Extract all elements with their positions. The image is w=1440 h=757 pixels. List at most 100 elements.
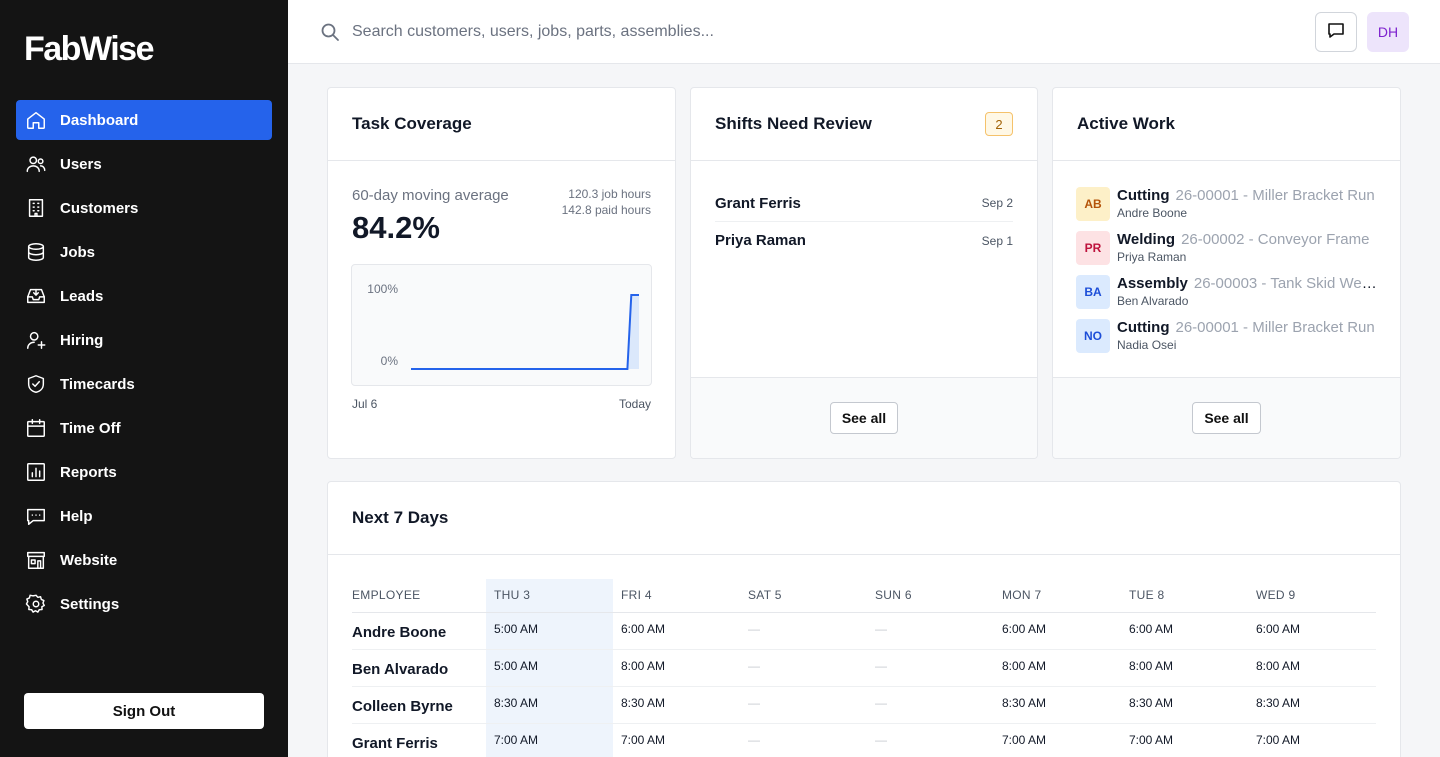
table-header-row: EMPLOYEE THU 3 FRI 4 SAT 5 SUN 6 MON 7 T… <box>352 579 1376 613</box>
shift-time-cell: — <box>867 686 994 724</box>
coverage-label: 60-day moving average <box>352 187 509 204</box>
sidebar-item-label: Dashboard <box>60 111 139 129</box>
coverage-hours: 120.3 job hours 142.8 paid hours <box>562 186 651 218</box>
card-header: Next 7 Days <box>328 482 1400 555</box>
work-job: 26-00002 - Conveyor Frame <box>1181 231 1370 248</box>
chat-icon <box>24 504 48 528</box>
employee-name: Ben Alvarado <box>352 649 486 687</box>
sidebar-item-help[interactable]: Help <box>16 496 272 536</box>
sidebar-item-dashboard[interactable]: Dashboard <box>16 100 272 140</box>
sidebar-item-settings[interactable]: Settings <box>16 584 272 624</box>
worker-avatar: AB <box>1076 187 1110 221</box>
shift-time-cell: — <box>740 649 867 687</box>
table-row[interactable]: Ben Alvarado 5:00 AM 8:00 AM — —8:00 AM 8:00 … <box>352 649 1376 687</box>
work-task: Welding <box>1117 231 1176 248</box>
sidebar-item-label: Jobs <box>60 243 96 261</box>
shift-time-cell: — <box>867 649 994 687</box>
sidebar-item-website[interactable]: Website <box>16 540 272 580</box>
card-title: Task Coverage <box>352 114 472 133</box>
sign-out-button[interactable]: Sign Out <box>24 693 264 729</box>
work-item[interactable]: NO Cutting 26-00001 - Miller Bracket Run … <box>1076 319 1376 355</box>
shift-time-cell: 7:00 AM <box>486 723 613 757</box>
shift-time-cell: 5:00 AM <box>486 612 613 650</box>
work-item[interactable]: AB Cutting 26-00001 - Miller Bracket Run … <box>1076 187 1376 223</box>
sidebar-item-reports[interactable]: Reports <box>16 452 272 492</box>
shift-time-cell: 8:30 AM <box>1248 686 1376 724</box>
worker-avatar: BA <box>1076 275 1110 309</box>
card-header: Active Work <box>1053 88 1400 161</box>
card-title: Next 7 Days <box>352 508 449 527</box>
shift-row[interactable]: Grant Ferris Sep 2 <box>715 185 1013 222</box>
sidebar-item-customers[interactable]: Customers <box>16 188 272 228</box>
table-row[interactable]: Colleen Byrne 8:30 AM 8:30 AM — —8:30 AM 8:30… <box>352 686 1376 724</box>
sidebar-item-users[interactable]: Users <box>16 144 272 184</box>
message-icon <box>1326 20 1346 45</box>
paid-hours: 142.8 paid hours <box>561 203 651 217</box>
y-tick-label: 100% <box>367 282 398 296</box>
shift-employee: Priya Raman <box>715 232 806 249</box>
search-input[interactable] <box>352 18 1052 46</box>
work-task: Cutting <box>1117 319 1170 336</box>
shift-time-cell: 8:00 AM <box>1121 649 1248 687</box>
column-header: TUE 8 <box>1121 579 1248 613</box>
user-avatar[interactable]: DH <box>1367 12 1409 52</box>
schedule-table: EMPLOYEE THU 3 FRI 4 SAT 5 SUN 6 MON 7 T… <box>352 579 1376 757</box>
count-badge: 2 <box>985 112 1013 136</box>
work-job: 26-00003 - Tank Skid Weldment <box>1193 275 1377 292</box>
shift-time-cell: 8:00 AM <box>613 649 740 687</box>
shift-row[interactable]: Priya Raman Sep 1 <box>715 222 1013 259</box>
calendar-icon <box>24 416 48 440</box>
work-line: Cutting 26-00001 - Miller Bracket Run <box>1117 319 1377 336</box>
shift-time-cell: — <box>740 686 867 724</box>
work-person: Nadia Osei <box>1117 338 1177 352</box>
card-header: Shifts Need Review 2 <box>691 88 1037 161</box>
table-row[interactable]: Andre Boone 5:00 AM 6:00 AM — —6:00 AM 6:00 A… <box>352 612 1376 650</box>
sidebar-item-hiring[interactable]: Hiring <box>16 320 272 360</box>
active-work-card: Active Work AB Cutting 26-00001 - Miller … <box>1052 87 1401 459</box>
sidebar-item-label: Time Off <box>60 419 121 437</box>
card-footer: See all <box>1053 377 1400 458</box>
employee-name: Colleen Byrne <box>352 686 486 724</box>
coverage-chart: 100% 0% <box>351 264 652 386</box>
work-task: Cutting <box>1117 187 1170 204</box>
shield-check-icon <box>24 372 48 396</box>
shift-time-cell: 8:30 AM <box>994 686 1121 724</box>
sidebar-item-leads[interactable]: Leads <box>16 276 272 316</box>
work-item[interactable]: BA Assembly 26-00003 - Tank Skid Weldment… <box>1076 275 1377 311</box>
users-icon <box>24 152 48 176</box>
shift-time-cell: 6:00 AM <box>613 612 740 650</box>
see-all-button[interactable]: See all <box>1192 402 1261 434</box>
shift-time-cell: 6:00 AM <box>1248 612 1376 650</box>
work-task: Assembly <box>1117 275 1188 292</box>
column-header: EMPLOYEE <box>352 579 486 613</box>
sidebar-item-label: Timecards <box>60 375 135 393</box>
work-job: 26-00001 - Miller Bracket Run <box>1175 319 1375 336</box>
gear-icon <box>24 592 48 616</box>
inbox-icon <box>24 284 48 308</box>
worker-avatar: NO <box>1076 319 1110 353</box>
shift-time-cell: 8:30 AM <box>613 686 740 724</box>
sidebar-item-timecards[interactable]: Timecards <box>16 364 272 404</box>
card-title: Active Work <box>1077 114 1175 133</box>
column-header: FRI 4 <box>613 579 740 613</box>
app-logo[interactable]: FabWise <box>24 30 155 68</box>
employee-name: Andre Boone <box>352 612 486 650</box>
work-line: Assembly 26-00003 - Tank Skid Weldment <box>1117 275 1377 292</box>
see-all-button[interactable]: See all <box>829 402 899 434</box>
work-line: Welding 26-00002 - Conveyor Frame <box>1117 231 1377 248</box>
sidebar-item-time-off[interactable]: Time Off <box>16 408 272 448</box>
table-row[interactable]: Grant Ferris 7:00 AM 7:00 AM — —7:00 AM 7:00 … <box>352 723 1376 757</box>
shifts-review-card: Shifts Need Review 2 Grant Ferris Sep 2 … <box>690 87 1038 459</box>
card-footer: See all <box>691 377 1037 458</box>
sidebar-item-jobs[interactable]: Jobs <box>16 232 272 272</box>
home-icon <box>24 108 48 132</box>
shift-time-cell: 7:00 AM <box>994 723 1121 757</box>
user-plus-icon <box>24 328 48 352</box>
work-item[interactable]: PR Welding 26-00002 - Conveyor Frame Priy… <box>1076 231 1376 267</box>
y-tick-label: 0% <box>381 354 399 368</box>
messages-button[interactable] <box>1315 12 1357 52</box>
shift-date: Sep 2 <box>981 196 1013 210</box>
sidebar-item-label: Reports <box>60 463 117 481</box>
shift-time-cell: 7:00 AM <box>1248 723 1376 757</box>
worker-avatar: PR <box>1076 231 1110 265</box>
